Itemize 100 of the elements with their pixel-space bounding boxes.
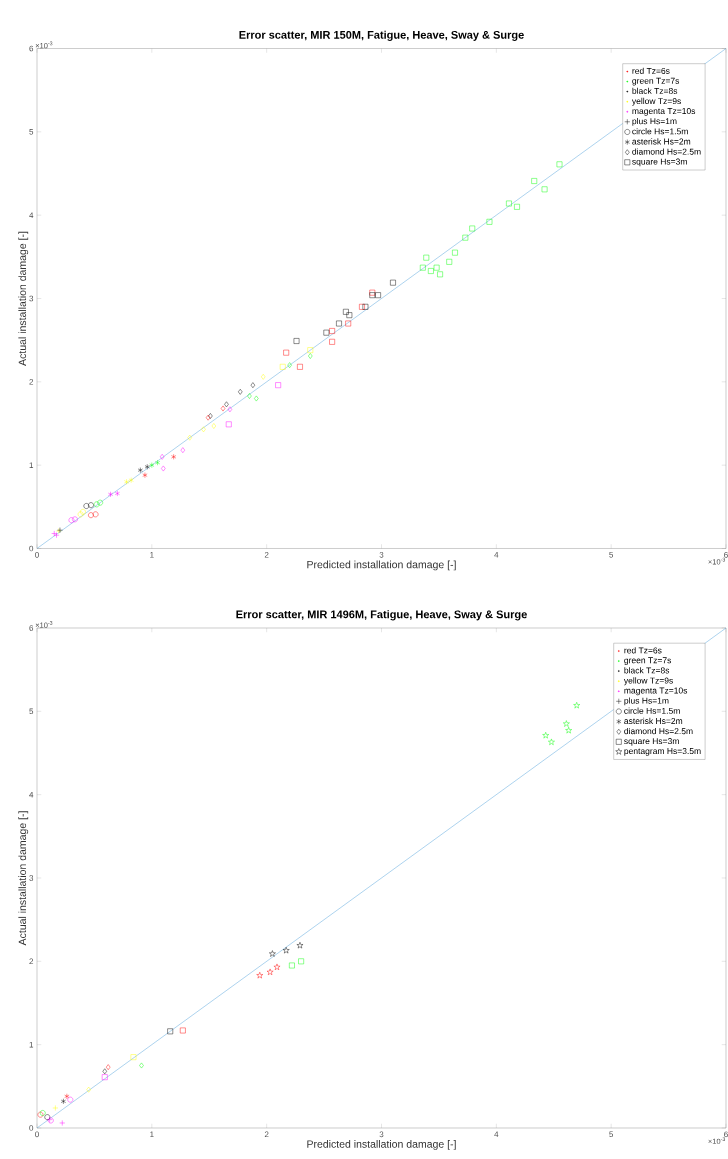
point xyxy=(171,454,177,460)
legend-label: red Tz=6s xyxy=(624,647,662,654)
point xyxy=(137,467,143,473)
y-tick-label: 6 xyxy=(29,45,34,52)
point xyxy=(60,1098,66,1105)
point xyxy=(256,972,264,979)
point xyxy=(433,264,440,271)
point xyxy=(86,1086,91,1093)
legend-label: diamond Hs=2.5m xyxy=(624,727,693,735)
point xyxy=(68,517,75,523)
point xyxy=(97,499,103,506)
point xyxy=(345,320,352,327)
point xyxy=(323,329,330,336)
point xyxy=(446,259,453,265)
y-tick-label: 0 xyxy=(29,545,34,552)
point xyxy=(273,963,281,971)
legend-label: plus Hs=1m xyxy=(632,117,677,126)
legend-label: magenta Tz=10s xyxy=(624,687,688,696)
point xyxy=(428,268,434,274)
point xyxy=(287,362,292,368)
point xyxy=(144,464,150,470)
point xyxy=(452,249,458,256)
point xyxy=(180,1027,186,1034)
point xyxy=(114,490,120,497)
point xyxy=(128,477,134,483)
legend-label: asterisk Hs=2m xyxy=(632,138,691,145)
point xyxy=(362,304,369,310)
point xyxy=(211,423,217,429)
point xyxy=(201,426,206,433)
point xyxy=(106,1064,111,1070)
x-tick-label: 1 xyxy=(150,1131,154,1138)
point xyxy=(161,465,166,472)
point xyxy=(556,161,563,168)
legend-label: circle Hs=1.5m xyxy=(624,707,680,714)
point xyxy=(563,720,570,727)
y-tick-label: 4 xyxy=(29,791,34,798)
point xyxy=(531,178,538,184)
point xyxy=(250,382,256,388)
x-tick-label: 5 xyxy=(609,1131,614,1138)
point xyxy=(486,219,493,225)
point xyxy=(155,459,161,466)
x-tick-label: 4 xyxy=(494,1131,499,1138)
point xyxy=(298,958,304,965)
point xyxy=(275,382,281,388)
point xyxy=(88,502,94,508)
point xyxy=(437,271,443,278)
point xyxy=(283,349,290,356)
point xyxy=(93,501,100,508)
y-tick-label: 6 xyxy=(29,625,34,631)
point xyxy=(225,421,232,428)
point xyxy=(72,516,78,523)
legend-label: green Tz=7s xyxy=(624,657,672,665)
x-tick-label: 0 xyxy=(35,1131,39,1138)
point xyxy=(142,472,148,478)
point xyxy=(375,292,381,298)
y-tick-label: 2 xyxy=(29,379,34,385)
point xyxy=(282,947,290,954)
point xyxy=(548,738,555,746)
y-tick-label: 5 xyxy=(29,708,34,715)
point xyxy=(514,204,520,210)
point xyxy=(159,454,165,460)
point xyxy=(307,347,314,353)
legend-label: plus Hs=1m xyxy=(624,697,669,706)
point xyxy=(238,389,243,395)
point xyxy=(269,950,276,957)
point xyxy=(506,200,512,207)
point xyxy=(542,732,550,739)
legend-label: yellow Tz=9s xyxy=(623,677,673,686)
y-tick-label: 1 xyxy=(29,1041,34,1048)
point xyxy=(336,320,342,327)
point xyxy=(88,512,94,518)
x-tick-label: 3 xyxy=(379,552,384,558)
x-axis-title: Predicted installation damage [-] xyxy=(307,1140,456,1150)
chart-title: Error scatter, MIR 1496M, Fatigue, Heave, Sway & Surge xyxy=(236,610,527,621)
x-tick-label: 1 xyxy=(150,552,154,558)
x-axis-title: Predicted installation damage [-] xyxy=(307,560,456,571)
point xyxy=(346,312,353,318)
point xyxy=(573,702,581,709)
point xyxy=(329,339,335,345)
point xyxy=(92,511,99,518)
point xyxy=(83,503,90,509)
point xyxy=(343,309,349,315)
point xyxy=(167,1028,174,1035)
chart-title: Error scatter, MIR 150M, Fatigue, Heave, Sway & Surge xyxy=(239,30,524,41)
y-axis-title: Actual installation damage [-] xyxy=(18,811,29,946)
x-tick-label: 2 xyxy=(264,1131,269,1138)
x-tick-label: 6 xyxy=(724,1131,728,1138)
y-tick-label: 1 xyxy=(29,462,34,468)
y-tick-label: 0 xyxy=(29,1125,34,1131)
point xyxy=(227,406,233,413)
point xyxy=(359,304,365,310)
point xyxy=(261,374,266,380)
point xyxy=(124,479,130,485)
point xyxy=(130,1054,137,1060)
x-tick-label: 0 xyxy=(35,552,39,558)
point xyxy=(102,1068,107,1075)
point xyxy=(101,1074,108,1080)
x-tick-label: 3 xyxy=(379,1131,384,1138)
legend-label: asterisk Hs=2m xyxy=(624,717,683,725)
legend-label: square Hs=3m xyxy=(632,158,687,167)
